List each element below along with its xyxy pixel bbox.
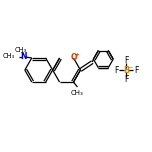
Text: B: B xyxy=(123,66,129,74)
Text: O: O xyxy=(70,54,77,62)
Text: CH₃: CH₃ xyxy=(15,47,27,53)
Text: +: + xyxy=(74,52,79,57)
Text: F: F xyxy=(124,76,128,85)
Text: F: F xyxy=(114,66,118,74)
Text: N: N xyxy=(21,52,27,62)
Text: −: − xyxy=(127,64,132,69)
Text: CH₃: CH₃ xyxy=(71,90,84,96)
Text: F: F xyxy=(124,56,128,65)
Text: CH₃: CH₃ xyxy=(3,53,15,59)
Text: F: F xyxy=(134,66,138,74)
